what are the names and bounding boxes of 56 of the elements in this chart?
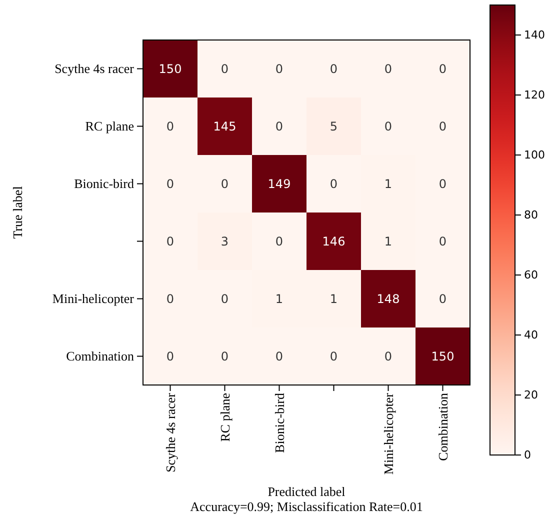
data-label: 148 <box>376 292 400 306</box>
data-label: 0 <box>166 292 174 306</box>
data-label: 5 <box>330 119 338 134</box>
x-axis-title: Predicted label <box>268 484 346 499</box>
y-tick-label: Combination <box>66 348 134 364</box>
data-label: 0 <box>384 119 392 134</box>
data-label: 0 <box>220 176 229 191</box>
data-label: 1 <box>384 234 392 248</box>
color-bar-label: 100 <box>524 148 545 162</box>
data-label: 0 <box>220 292 229 306</box>
data-label: 0 <box>166 119 174 134</box>
y-tick-label: Bionic-bird <box>74 176 134 191</box>
color-bar-label: 20 <box>524 388 538 402</box>
data-label: 3 <box>220 234 229 248</box>
data-label: 0 <box>275 234 284 248</box>
data-label: 0 <box>166 349 174 364</box>
data-label: 0 <box>220 349 229 364</box>
color-bar-label: 120 <box>524 88 545 102</box>
color-bar-label: 40 <box>524 328 538 342</box>
x-tick-label: Mini-helicopter <box>380 392 396 475</box>
data-label: 0 <box>438 234 447 248</box>
y-tick-label: Scythe 4s racer <box>54 60 135 76</box>
data-label: 1 <box>275 292 284 306</box>
color-bar-label: 60 <box>524 268 538 282</box>
color-bar-label: 140 <box>524 28 545 42</box>
data-label: 150 <box>431 349 454 364</box>
data-label: 0 <box>438 62 447 76</box>
x-tick-label: Combination <box>435 392 450 461</box>
data-label: 0 <box>275 62 284 76</box>
y-tick-label: RC plane <box>85 118 134 134</box>
data-label: 149 <box>268 176 291 191</box>
color-bar-label: 80 <box>524 208 538 222</box>
data-label: 146 <box>322 234 346 248</box>
data-label: 0 <box>384 62 392 76</box>
y-tick-label: Mini-helicopter <box>52 290 135 306</box>
data-label: 145 <box>213 119 236 134</box>
data-label: 0 <box>438 176 447 191</box>
x-tick-label: Bionic-bird <box>272 392 287 453</box>
data-label: 0 <box>220 62 229 76</box>
data-label: 1 <box>330 292 338 306</box>
data-label: 0 <box>275 349 284 364</box>
data-label: 0 <box>384 349 392 364</box>
data-label: 0 <box>438 119 447 134</box>
data-label: 0 <box>330 62 338 76</box>
data-label: 1 <box>384 176 392 191</box>
color-bar-label: 0 <box>524 448 531 462</box>
text: Accuracy=0.99; Misclassification Rate=0.01 <box>190 499 423 514</box>
data-label: 0 <box>275 119 284 134</box>
data-label: 0 <box>438 292 447 306</box>
x-tick-label: RC plane <box>217 392 232 442</box>
data-label: 150 <box>158 62 182 76</box>
data-label: 0 <box>166 176 174 191</box>
y-axis-title: True label <box>10 186 25 239</box>
data-label: 0 <box>330 176 338 191</box>
data-label: 0 <box>166 234 174 248</box>
data-label: 0 <box>330 349 338 364</box>
